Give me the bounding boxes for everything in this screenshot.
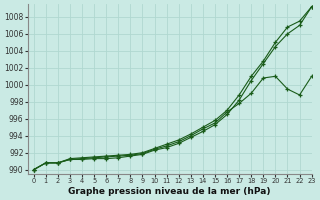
X-axis label: Graphe pression niveau de la mer (hPa): Graphe pression niveau de la mer (hPa) <box>68 187 271 196</box>
